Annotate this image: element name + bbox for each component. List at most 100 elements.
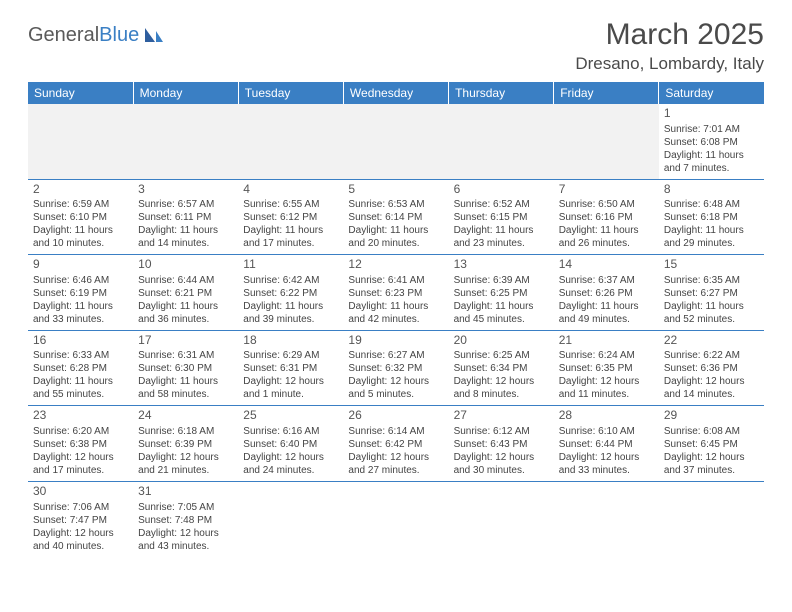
daylight-text: and 24 minutes. — [243, 464, 338, 477]
sunset-text: Sunset: 6:39 PM — [138, 438, 233, 451]
sunrise-text: Sunrise: 7:06 AM — [33, 501, 128, 514]
day-number: 11 — [243, 257, 338, 273]
sunset-text: Sunset: 6:38 PM — [33, 438, 128, 451]
day-number: 4 — [243, 182, 338, 198]
sunrise-text: Sunrise: 6:16 AM — [243, 425, 338, 438]
sunrise-text: Sunrise: 6:53 AM — [348, 198, 443, 211]
day-header: Thursday — [449, 82, 554, 104]
daylight-text: and 37 minutes. — [664, 464, 759, 477]
sunrise-text: Sunrise: 7:05 AM — [138, 501, 233, 514]
daylight-text: and 14 minutes. — [664, 388, 759, 401]
daylight-text: and 42 minutes. — [348, 313, 443, 326]
day-number: 18 — [243, 333, 338, 349]
daylight-text: Daylight: 12 hours — [454, 375, 549, 388]
daylight-text: and 5 minutes. — [348, 388, 443, 401]
daylight-text: and 40 minutes. — [33, 540, 128, 553]
daylight-text: Daylight: 11 hours — [243, 224, 338, 237]
sunrise-text: Sunrise: 6:10 AM — [559, 425, 654, 438]
day-number: 24 — [138, 408, 233, 424]
daylight-text: and 14 minutes. — [138, 237, 233, 250]
daylight-text: and 33 minutes. — [33, 313, 128, 326]
daylight-text: and 17 minutes. — [33, 464, 128, 477]
sunset-text: Sunset: 6:11 PM — [138, 211, 233, 224]
daylight-text: Daylight: 11 hours — [664, 300, 759, 313]
day-header: Friday — [554, 82, 659, 104]
daylight-text: and 33 minutes. — [559, 464, 654, 477]
daylight-text: Daylight: 12 hours — [138, 451, 233, 464]
sunrise-text: Sunrise: 6:25 AM — [454, 349, 549, 362]
sunrise-text: Sunrise: 6:27 AM — [348, 349, 443, 362]
sunrise-text: Sunrise: 6:12 AM — [454, 425, 549, 438]
daylight-text: Daylight: 12 hours — [138, 527, 233, 540]
day-header: Tuesday — [238, 82, 343, 104]
day-cell: 12Sunrise: 6:41 AMSunset: 6:23 PMDayligh… — [343, 255, 448, 331]
day-number: 29 — [664, 408, 759, 424]
day-cell: 1Sunrise: 7:01 AMSunset: 6:08 PMDaylight… — [659, 104, 764, 179]
day-cell: 3Sunrise: 6:57 AMSunset: 6:11 PMDaylight… — [133, 179, 238, 255]
day-header-row: SundayMondayTuesdayWednesdayThursdayFrid… — [28, 82, 764, 104]
day-cell: 28Sunrise: 6:10 AMSunset: 6:44 PMDayligh… — [554, 406, 659, 482]
sunset-text: Sunset: 6:21 PM — [138, 287, 233, 300]
sunset-text: Sunset: 6:16 PM — [559, 211, 654, 224]
sunrise-text: Sunrise: 6:39 AM — [454, 274, 549, 287]
daylight-text: Daylight: 12 hours — [348, 375, 443, 388]
sunrise-text: Sunrise: 6:42 AM — [243, 274, 338, 287]
daylight-text: and 43 minutes. — [138, 540, 233, 553]
day-number: 15 — [664, 257, 759, 273]
day-number: 21 — [559, 333, 654, 349]
daylight-text: and 20 minutes. — [348, 237, 443, 250]
sunset-text: Sunset: 6:35 PM — [559, 362, 654, 375]
calendar-body: 1Sunrise: 7:01 AMSunset: 6:08 PMDaylight… — [28, 104, 764, 557]
calendar-row: 9Sunrise: 6:46 AMSunset: 6:19 PMDaylight… — [28, 255, 764, 331]
sunset-text: Sunset: 6:12 PM — [243, 211, 338, 224]
daylight-text: and 27 minutes. — [348, 464, 443, 477]
calendar-row: 1Sunrise: 7:01 AMSunset: 6:08 PMDaylight… — [28, 104, 764, 179]
sunrise-text: Sunrise: 6:52 AM — [454, 198, 549, 211]
calendar-page: GeneralBlue March 2025 Dresano, Lombardy… — [0, 0, 792, 557]
daylight-text: and 7 minutes. — [664, 162, 759, 175]
day-number: 28 — [559, 408, 654, 424]
daylight-text: and 39 minutes. — [243, 313, 338, 326]
daylight-text: Daylight: 12 hours — [454, 451, 549, 464]
day-header: Monday — [133, 82, 238, 104]
sunset-text: Sunset: 6:15 PM — [454, 211, 549, 224]
sunrise-text: Sunrise: 6:44 AM — [138, 274, 233, 287]
day-number: 1 — [664, 106, 759, 122]
day-cell: 31Sunrise: 7:05 AMSunset: 7:48 PMDayligh… — [133, 481, 238, 556]
daylight-text: Daylight: 11 hours — [664, 149, 759, 162]
sunset-text: Sunset: 6:36 PM — [664, 362, 759, 375]
daylight-text: Daylight: 12 hours — [559, 451, 654, 464]
day-number: 26 — [348, 408, 443, 424]
daylight-text: and 52 minutes. — [664, 313, 759, 326]
day-number: 19 — [348, 333, 443, 349]
month-title: March 2025 — [575, 18, 764, 52]
daylight-text: and 1 minute. — [243, 388, 338, 401]
sunset-text: Sunset: 6:43 PM — [454, 438, 549, 451]
location-label: Dresano, Lombardy, Italy — [575, 54, 764, 74]
daylight-text: Daylight: 11 hours — [33, 300, 128, 313]
daylight-text: Daylight: 11 hours — [454, 224, 549, 237]
sunset-text: Sunset: 6:27 PM — [664, 287, 759, 300]
calendar-row: 16Sunrise: 6:33 AMSunset: 6:28 PMDayligh… — [28, 330, 764, 406]
sunset-text: Sunset: 6:32 PM — [348, 362, 443, 375]
sunset-text: Sunset: 6:10 PM — [33, 211, 128, 224]
day-number: 22 — [664, 333, 759, 349]
day-number: 8 — [664, 182, 759, 198]
day-cell: 21Sunrise: 6:24 AMSunset: 6:35 PMDayligh… — [554, 330, 659, 406]
daylight-text: Daylight: 11 hours — [33, 375, 128, 388]
sunset-text: Sunset: 6:42 PM — [348, 438, 443, 451]
sunset-text: Sunset: 6:22 PM — [243, 287, 338, 300]
sunset-text: Sunset: 6:26 PM — [559, 287, 654, 300]
day-cell: 8Sunrise: 6:48 AMSunset: 6:18 PMDaylight… — [659, 179, 764, 255]
daylight-text: Daylight: 12 hours — [243, 375, 338, 388]
day-number: 2 — [33, 182, 128, 198]
daylight-text: Daylight: 11 hours — [454, 300, 549, 313]
day-cell: 29Sunrise: 6:08 AMSunset: 6:45 PMDayligh… — [659, 406, 764, 482]
day-cell: 18Sunrise: 6:29 AMSunset: 6:31 PMDayligh… — [238, 330, 343, 406]
daylight-text: and 26 minutes. — [559, 237, 654, 250]
day-cell: 27Sunrise: 6:12 AMSunset: 6:43 PMDayligh… — [449, 406, 554, 482]
sunrise-text: Sunrise: 6:48 AM — [664, 198, 759, 211]
sunrise-text: Sunrise: 6:59 AM — [33, 198, 128, 211]
day-number: 23 — [33, 408, 128, 424]
daylight-text: and 45 minutes. — [454, 313, 549, 326]
